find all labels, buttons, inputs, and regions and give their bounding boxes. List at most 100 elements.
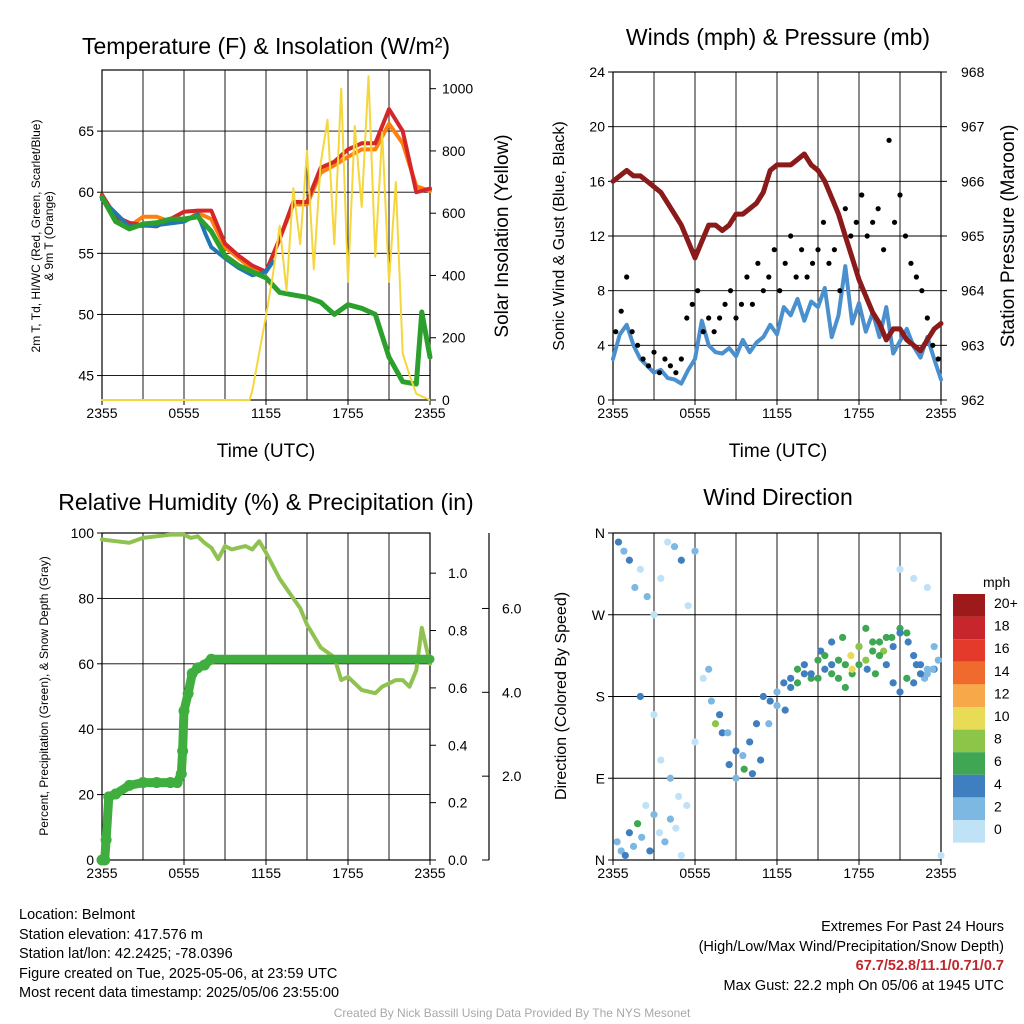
direction-point	[875, 638, 884, 646]
gust-point	[875, 206, 881, 212]
colorbar-swatch	[953, 684, 985, 707]
precipitation-point	[182, 688, 194, 700]
direction-point	[707, 697, 716, 705]
direction-point	[631, 583, 639, 592]
colorbar-unit: mph	[983, 574, 1010, 590]
gust-point	[635, 342, 641, 348]
insolation-line	[101, 75, 431, 401]
gust-point	[842, 206, 848, 212]
x-tick-label: 2355	[86, 865, 117, 881]
direction-point	[923, 583, 931, 592]
gust-point	[902, 233, 909, 239]
relative-humidity-line	[100, 532, 432, 696]
gust-point	[782, 260, 788, 266]
chart-title: Temperature (F) & Insolation (W/m²)	[82, 33, 450, 59]
direction-point	[752, 720, 761, 728]
direction-point	[638, 833, 646, 841]
gust-point	[738, 301, 745, 307]
direction-point	[773, 688, 781, 696]
direction-point	[748, 770, 757, 778]
gust-point	[935, 356, 941, 362]
gust-point	[744, 274, 750, 280]
direction-point	[634, 820, 642, 828]
gust-point	[618, 308, 624, 314]
gust-point	[667, 363, 674, 369]
y-tick-label: N	[595, 525, 605, 541]
gust-point	[870, 219, 876, 225]
gust-point	[629, 329, 635, 335]
direction-point	[889, 642, 897, 651]
gust-point	[837, 288, 843, 294]
direction-point	[814, 674, 822, 682]
direction-point	[787, 683, 795, 692]
direction-point	[765, 720, 773, 728]
gust-point	[673, 370, 679, 376]
y2-tick-label: 200	[442, 330, 466, 346]
direction-point	[839, 633, 847, 642]
precipitation-point	[110, 788, 122, 800]
y2-tick-label: 0.4	[448, 737, 468, 753]
y-tick-label: W	[592, 607, 606, 623]
direction-point	[725, 761, 733, 769]
x-axis-label: Time (UTC)	[217, 441, 316, 462]
x-tick-label: 2355	[414, 865, 445, 881]
direction-point	[934, 656, 942, 664]
direction-point	[896, 688, 904, 696]
direction-point	[666, 774, 675, 782]
colorbar-swatch	[953, 639, 985, 662]
precipitation-point	[100, 834, 112, 846]
y-tick-label: 0	[86, 852, 94, 868]
colorbar-label: 4	[994, 776, 1002, 792]
direction-point	[740, 765, 748, 773]
direction-point	[724, 729, 732, 737]
direction-point	[882, 661, 890, 669]
colorbar-label: 16	[994, 640, 1010, 656]
gust-point	[771, 247, 777, 253]
direction-point	[625, 829, 634, 837]
extremes-values: 67.7/52.8/11.1/0.71/0.7	[855, 958, 1004, 974]
direction-point	[869, 638, 877, 646]
x-tick-label: 2355	[597, 865, 628, 881]
direction-point	[757, 756, 765, 764]
gust-point	[656, 370, 663, 376]
direction-point	[888, 633, 896, 642]
direction-point	[828, 670, 836, 678]
gust-point	[930, 342, 936, 348]
direction-point	[657, 756, 665, 764]
colorbar-swatch	[953, 616, 985, 640]
x-tick-label: 1755	[332, 865, 363, 881]
extremes-legend: (High/Low/Max Wind/Precipitation/Snow De…	[698, 938, 1004, 955]
gust-point	[711, 329, 717, 335]
x-axis-label: Time (UTC)	[729, 441, 828, 462]
direction-point	[614, 538, 623, 546]
y2-tick-label: 600	[442, 205, 466, 221]
y2-tick-label: 0.0	[448, 852, 468, 868]
y2-tick-label: 964	[961, 283, 985, 299]
direction-point	[699, 674, 707, 682]
direction-point	[670, 543, 679, 551]
precipitation-point	[123, 779, 135, 791]
gust-point	[853, 219, 859, 225]
y2-tick-label: 0.2	[448, 795, 468, 811]
direction-point	[718, 729, 726, 737]
direction-point	[929, 665, 937, 673]
y2-tick-label: 962	[961, 392, 985, 408]
colorbar-swatch	[953, 729, 985, 753]
y-tick-label: S	[596, 689, 605, 705]
direction-point	[657, 574, 665, 583]
colorbar-swatch	[953, 707, 985, 730]
gust-point	[755, 260, 761, 266]
direction-point	[863, 665, 871, 673]
direction-point	[916, 670, 925, 678]
gust-point	[662, 356, 668, 362]
y-tick-label: 55	[78, 245, 94, 261]
gust-point	[624, 274, 630, 280]
direction-point	[780, 679, 788, 687]
direction-point	[787, 674, 795, 682]
y2-tick-label: 968	[961, 64, 985, 80]
colorbar-swatch	[953, 797, 985, 820]
direction-point	[613, 838, 621, 846]
colorbar-label: 14	[994, 663, 1010, 679]
dewpoint-line	[99, 194, 433, 387]
gust-point	[749, 301, 756, 307]
